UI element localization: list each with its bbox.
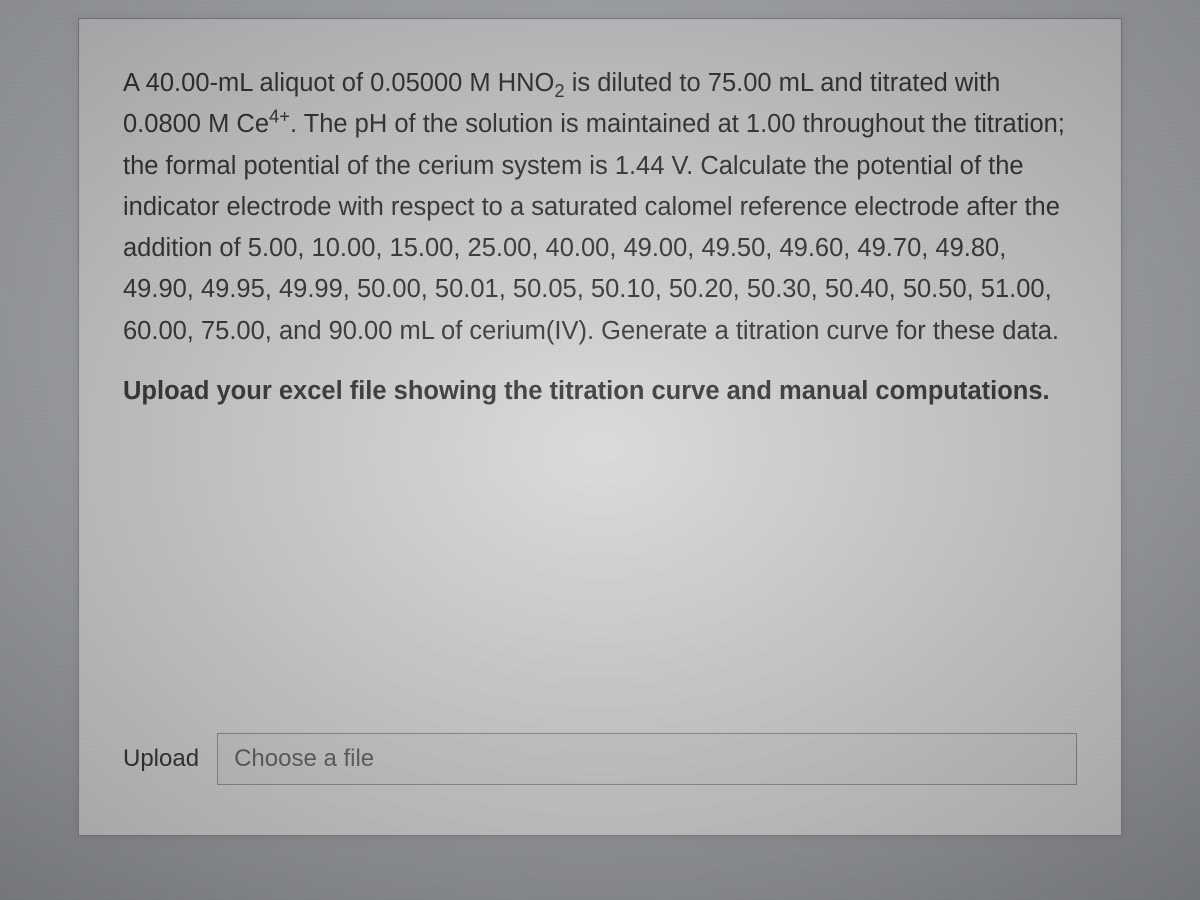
question-text: A 40.00-mL aliquot of 0.05000 M HNO2 is … (123, 63, 1077, 352)
file-chooser[interactable]: Choose a file (217, 733, 1077, 785)
upload-instruction: Upload your excel file showing the titra… (123, 372, 1077, 412)
upload-label: Upload (123, 745, 199, 773)
question-card: A 40.00-mL aliquot of 0.05000 M HNO2 is … (78, 18, 1122, 836)
upload-row: Upload Choose a file (123, 733, 1077, 785)
